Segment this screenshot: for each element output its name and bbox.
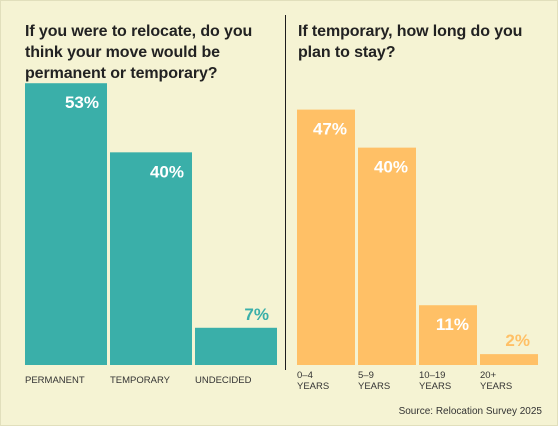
category-label-0-1: TEMPORARY	[110, 375, 171, 386]
right-chart-title: If temporary, how long do you plan to st…	[298, 23, 523, 61]
bar-1-2	[419, 305, 477, 365]
category-label-0-2: UNDECIDED	[195, 375, 252, 386]
category-label-1-2-line1: YEARS	[419, 381, 451, 392]
value-label-1-0: 47%	[313, 120, 347, 139]
category-label-0-0: PERMANENT	[25, 375, 85, 386]
value-label-1-1: 40%	[374, 158, 408, 177]
panel-divider	[285, 15, 286, 370]
value-label-1-3: 2%	[505, 331, 530, 350]
category-label-1-1-line0: 5–9	[358, 370, 374, 381]
category-label-1-3-line1: YEARS	[480, 381, 512, 392]
category-label-1-2-line0: 10–19	[419, 370, 445, 381]
bar-1-1	[358, 147, 416, 365]
bar-0-2	[195, 327, 277, 365]
source-note: Source: Relocation Survey 2025	[398, 406, 542, 417]
value-label-0-1: 40%	[150, 162, 184, 181]
category-label-1-0-line0: 0–4	[297, 370, 313, 381]
bar-1-3	[480, 354, 538, 365]
left-chart-title: If you were to relocate, do you think yo…	[25, 23, 253, 82]
category-label-1-3-line0: 20+	[480, 370, 497, 381]
bar-0-0	[25, 83, 107, 365]
value-label-0-2: 7%	[244, 305, 269, 324]
category-label-1-1-line1: YEARS	[358, 381, 390, 392]
bar-0-1	[110, 152, 192, 365]
value-label-0-0: 53%	[65, 93, 99, 112]
bar-1-0	[297, 109, 355, 365]
value-label-1-2: 11%	[436, 315, 469, 334]
category-label-1-0-line1: YEARS	[297, 381, 329, 392]
